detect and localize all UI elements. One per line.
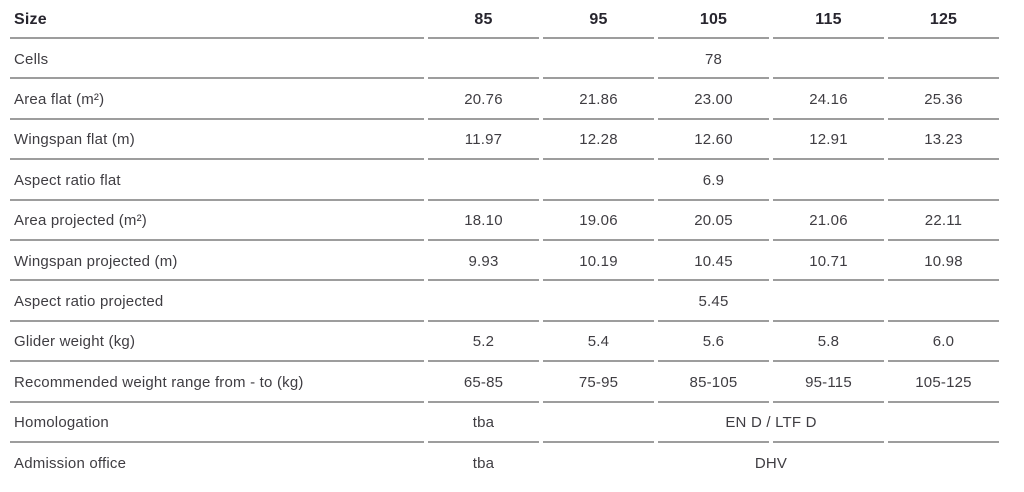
row-label: Area flat (m²)	[14, 91, 105, 109]
row-label: Homologation	[14, 414, 109, 432]
row-divider-line	[10, 37, 999, 39]
cell-value: 18.10	[464, 212, 503, 230]
table-row: Aspect ratio flat 6.9	[0, 160, 1024, 201]
cell-value: 75-95	[578, 373, 619, 391]
cell-value: 5.8	[817, 333, 840, 351]
cell-value: 20.05	[694, 212, 733, 230]
cell-value: 6.0	[932, 333, 955, 351]
row-label: Aspect ratio projected	[14, 293, 164, 311]
cell-value: 21.86	[579, 91, 618, 109]
cell-value: 12.28	[579, 131, 618, 149]
table-row: Area projected (m²) 18.10 19.06 20.05 21.06 2…	[0, 201, 1024, 241]
table-header-row: Size 85 95 105 115 125	[0, 0, 1024, 39]
table-row: Area flat (m²) 20.76 21.86 23.00 24.16 25.36	[0, 79, 1024, 120]
cell-value: 65-85	[463, 373, 504, 391]
cell-value: 23.00	[694, 91, 733, 109]
row-divider-line	[10, 198, 999, 201]
cell-value: 5.4	[587, 333, 610, 351]
cell-value-spanning: EN D / LTF D	[725, 414, 817, 432]
row-divider-line	[10, 319, 999, 322]
cell-value: 85-105	[689, 373, 738, 391]
cell-value: tba	[472, 454, 495, 472]
row-divider-line	[10, 77, 999, 80]
cell-value: tba	[472, 414, 495, 432]
row-divider-line	[10, 279, 999, 282]
row-label: Wingspan projected (m)	[14, 252, 178, 270]
table-row: Glider weight (kg) 5.2 5.4 5.6 5.8 6.0	[0, 322, 1024, 363]
row-divider-line	[10, 158, 999, 161]
cell-value-all-sizes: 78	[704, 50, 723, 68]
header-size-label: Size	[14, 10, 47, 28]
cell-value: 11.97	[464, 131, 503, 149]
row-divider-line	[10, 400, 999, 403]
row-divider-line	[10, 360, 999, 363]
cell-value-spanning: DHV	[754, 454, 788, 472]
row-divider-line	[10, 117, 999, 120]
cell-value: 95-115	[805, 373, 852, 391]
header-size-105: 105	[699, 10, 728, 28]
cell-value: 105-125	[915, 373, 972, 391]
row-label: Recommended weight range from - to (kg)	[14, 373, 304, 391]
table-row: Cells 78	[0, 39, 1024, 80]
table-body: Cells 78 Area flat (m²) 20.76 21.86 23.00 24.1…	[0, 39, 1024, 483]
table-row: Aspect ratio projected 5.45	[0, 281, 1024, 322]
row-label: Admission office	[14, 454, 127, 472]
table-row: Homologation tba EN D / LTF D	[0, 403, 1024, 443]
header-size-85: 85	[474, 10, 493, 28]
cell-value: 10.45	[694, 252, 733, 270]
cell-value: 5.6	[702, 333, 725, 351]
row-label: Wingspan flat (m)	[14, 131, 135, 149]
row-label: Cells	[14, 50, 49, 68]
table-row: Wingspan projected (m) 9.93 10.19 10.45 10.7…	[0, 241, 1024, 282]
row-label: Glider weight (kg)	[14, 333, 136, 351]
cell-value: 13.23	[924, 131, 963, 149]
cell-value: 21.06	[809, 212, 848, 230]
cell-value: 20.76	[464, 91, 503, 109]
table-row: Admission office tba DHV	[0, 443, 1024, 483]
cell-value: 10.98	[924, 252, 963, 270]
table-row: Wingspan flat (m) 11.97 12.28 12.60 12.91 13.…	[0, 120, 1024, 161]
header-size-115: 115	[815, 10, 842, 28]
cell-value: 22.11	[924, 212, 963, 230]
cell-value-all-sizes: 5.45	[698, 293, 729, 311]
row-label: Area projected (m²)	[14, 212, 148, 230]
cell-value: 25.36	[924, 91, 963, 109]
cell-value: 12.91	[809, 131, 848, 149]
header-size-125: 125	[929, 10, 958, 28]
cell-value: 10.71	[809, 252, 848, 270]
row-divider-line	[10, 440, 999, 443]
row-divider-line	[10, 238, 999, 241]
cell-value: 9.93	[468, 252, 499, 270]
header-size-95: 95	[589, 10, 608, 28]
table-row: Recommended weight range from - to (kg) 6…	[0, 362, 1024, 403]
cell-value-all-sizes: 6.9	[702, 171, 725, 189]
cell-value: 19.06	[579, 212, 618, 230]
row-label: Aspect ratio flat	[14, 171, 121, 189]
cell-value: 5.2	[472, 333, 495, 351]
cell-value: 10.19	[579, 252, 618, 270]
cell-value: 24.16	[809, 91, 848, 109]
cell-value: 12.60	[694, 131, 733, 149]
